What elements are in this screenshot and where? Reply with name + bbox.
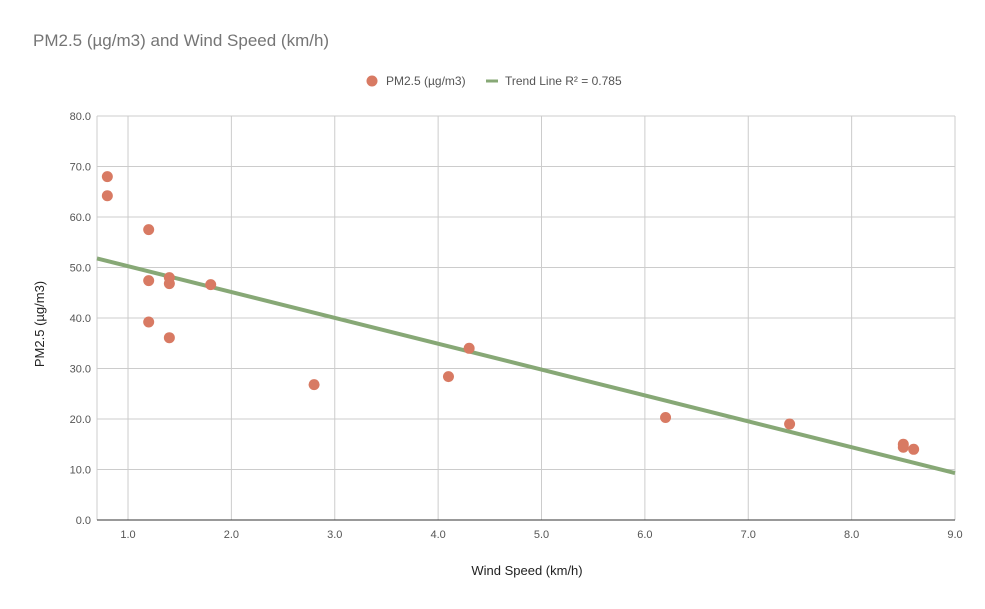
gridlines: [96, 115, 956, 521]
data-point: [660, 411, 672, 423]
y-tick-label: 0.0: [76, 515, 91, 527]
y-tick-label: 40.0: [70, 313, 91, 325]
y-tick-label: 80.0: [70, 111, 91, 123]
data-point: [308, 379, 320, 391]
y-tick-label: 30.0: [70, 364, 91, 376]
legend: PM2.5 (µg/m3) Trend Line R² = 0.785: [366, 74, 622, 88]
data-point: [908, 443, 920, 455]
y-tick-label: 10.0: [70, 465, 91, 477]
x-tick-label: 4.0: [430, 529, 445, 541]
legend-marker-pm25: [366, 75, 378, 87]
data-point: [442, 371, 454, 383]
x-tick-label: 6.0: [637, 529, 652, 541]
data-point: [784, 418, 796, 430]
x-tick-labels: 1.0 2.0 3.0 4.0 5.0 6.0 7.0 8.0 9.0: [120, 529, 962, 541]
x-tick-label: 8.0: [844, 529, 859, 541]
x-tick-label: 5.0: [534, 529, 549, 541]
x-tick-label: 9.0: [947, 529, 962, 541]
data-point: [143, 275, 155, 287]
x-tick-label: 3.0: [327, 529, 342, 541]
data-point: [101, 171, 113, 183]
x-tick-label: 2.0: [224, 529, 239, 541]
x-tick-label: 1.0: [120, 529, 135, 541]
x-axis-label: Wind Speed (km/h): [471, 563, 582, 578]
data-point: [897, 441, 909, 453]
y-tick-labels: 0.0 10.0 20.0 30.0 40.0 50.0 60.0 70.0 80.0: [70, 111, 91, 527]
data-points: [101, 171, 920, 455]
data-point: [163, 332, 175, 344]
data-point: [163, 278, 175, 290]
data-point: [143, 224, 155, 236]
data-point: [463, 342, 475, 354]
y-tick-label: 20.0: [70, 414, 91, 426]
legend-label-trendline: Trend Line R² = 0.785: [505, 74, 622, 88]
y-axis-label: PM2.5 (µg/m3): [32, 281, 47, 367]
y-tick-label: 60.0: [70, 212, 91, 224]
data-point: [143, 316, 155, 328]
x-tick-label: 7.0: [741, 529, 756, 541]
data-point: [205, 279, 217, 291]
legend-label-pm25: PM2.5 (µg/m3): [386, 74, 466, 88]
trendline-path: [96, 256, 956, 475]
y-tick-label: 50.0: [70, 263, 91, 275]
y-tick-label: 70.0: [70, 162, 91, 174]
data-point: [101, 190, 113, 202]
trendline: [96, 256, 956, 475]
chart-title: PM2.5 (µg/m3) and Wind Speed (km/h): [33, 31, 329, 50]
